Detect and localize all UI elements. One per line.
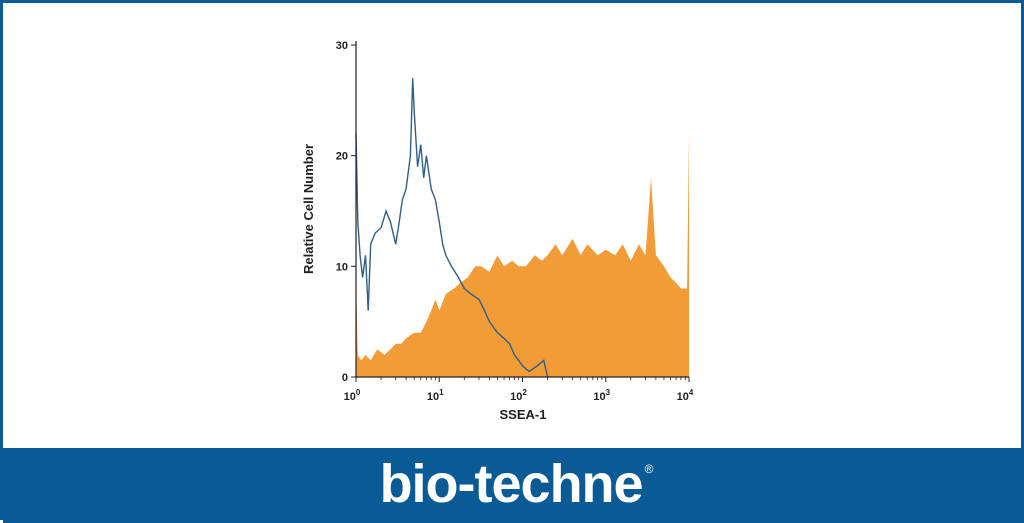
series-layer <box>355 78 689 378</box>
x-tick-label: 102 <box>510 388 527 403</box>
histogram-chart: 0 10 20 30 100 101 102 103 104 SSEA-1 Relative C… <box>301 40 694 422</box>
y-tick-label: 0 <box>342 372 348 384</box>
y-tick-label: 30 <box>336 40 348 52</box>
y-tick-label: 10 <box>336 261 348 273</box>
y-tick-label: 20 <box>336 151 348 163</box>
bio-techne-logo: bio-techne ® <box>379 453 654 514</box>
trademark-symbol: ® <box>644 461 654 476</box>
series-outline-histogram <box>355 78 549 378</box>
x-tick-label: 100 <box>344 388 361 403</box>
x-tick-label: 104 <box>677 388 694 403</box>
brand-wordmark: bio-techne <box>379 453 644 514</box>
x-tick-label: 101 <box>427 388 444 403</box>
series-filled-histogram <box>356 133 689 377</box>
ticks-layer: 0 10 20 30 100 101 102 103 104 <box>336 40 694 403</box>
x-tick-label: 103 <box>593 388 610 403</box>
x-axis-title: SSEA-1 <box>500 407 547 422</box>
footer-banner: bio-techne ® <box>3 448 1024 523</box>
y-axis-title: Relative Cell Number <box>301 144 316 274</box>
